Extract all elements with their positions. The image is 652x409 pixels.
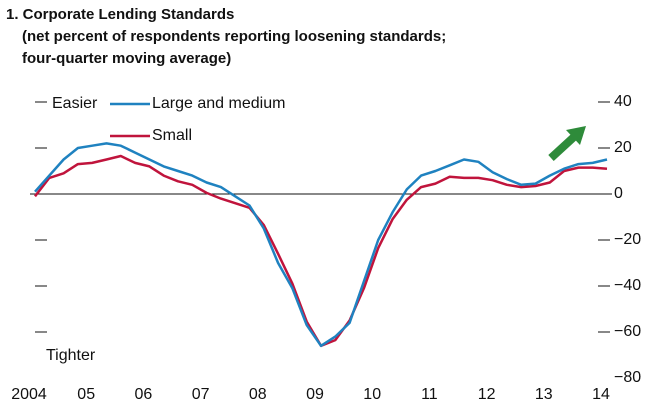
legend-label: Large and medium (152, 95, 285, 112)
y-tick-label: −60 (614, 323, 641, 340)
x-tick-label: 07 (192, 386, 210, 403)
arrow (548, 126, 586, 161)
y-tick-label: −40 (614, 277, 641, 294)
annotation: Easier (52, 95, 98, 112)
annotation: Tighter (46, 347, 96, 364)
x-tick-label: 09 (306, 386, 324, 403)
x-tick-label: 2004 (11, 386, 47, 403)
chart-subtitle: (net percent of respondents reporting lo… (22, 28, 446, 45)
x-tick-label: 05 (77, 386, 95, 403)
y-tick-label: 40 (614, 93, 632, 110)
series-line (34, 142, 608, 348)
x-tick-label: 11 (421, 386, 438, 403)
legend-label: Small (152, 127, 192, 144)
x-tick-label: 10 (363, 386, 381, 403)
x-tick-label: 13 (535, 386, 553, 403)
chart-subtitle: four-quarter moving average) (22, 50, 231, 67)
x-tick-label: 08 (249, 386, 267, 403)
y-tick-label: 20 (614, 139, 632, 156)
x-tick-label: 06 (135, 386, 153, 403)
y-tick-label: 0 (614, 185, 623, 202)
chart-title: 1. Corporate Lending Standards (6, 6, 234, 23)
x-tick-label: 12 (478, 386, 496, 403)
y-tick-label: −20 (614, 231, 641, 248)
y-tick-label: −80 (614, 369, 641, 386)
x-tick-label: 14 (592, 386, 610, 403)
